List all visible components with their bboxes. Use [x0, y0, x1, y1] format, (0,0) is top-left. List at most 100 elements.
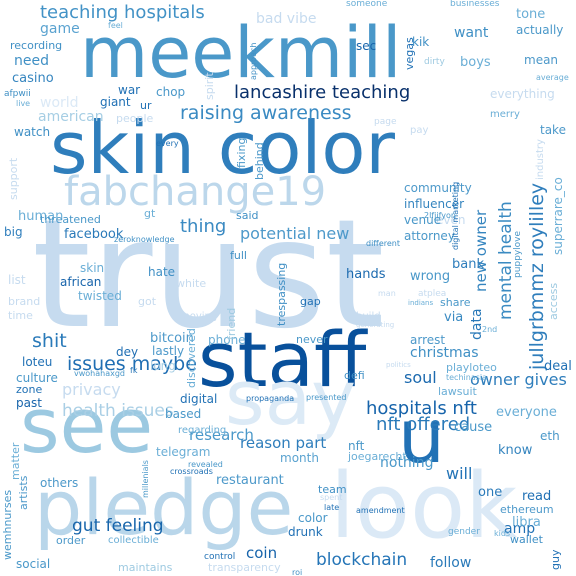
cloud-word: millenials	[141, 460, 150, 498]
cloud-word: arrest	[410, 333, 446, 347]
cloud-word: soul	[404, 368, 437, 387]
cloud-word: spirit	[203, 72, 216, 100]
cloud-word: late	[324, 503, 340, 512]
cloud-word: need	[14, 53, 49, 69]
cloud-word: ethereum	[500, 503, 554, 516]
cloud-word: teaching hospitals	[40, 2, 205, 23]
cloud-word: want	[454, 25, 489, 41]
cloud-word: nothing	[380, 455, 434, 471]
cloud-word: threatened	[40, 213, 101, 226]
cloud-word: game	[40, 21, 80, 37]
cloud-word: look	[330, 454, 518, 559]
cloud-word: 2lfjifyon	[424, 211, 456, 220]
cloud-word: dey	[116, 345, 139, 359]
cloud-word: wrong	[410, 269, 451, 284]
cloud-word: playloteo	[446, 361, 497, 374]
cloud-word: amendment	[356, 506, 405, 515]
cloud-word: crossroads	[170, 467, 213, 476]
cloud-word: share	[440, 296, 471, 309]
cloud-word: gap	[300, 295, 321, 308]
cloud-word: brand	[8, 295, 41, 308]
cloud-word: order	[56, 534, 86, 547]
cloud-word: say	[225, 353, 357, 442]
cloud-word: twisted	[78, 289, 122, 303]
cloud-word: sec	[356, 39, 377, 53]
cloud-word: long	[150, 359, 176, 373]
cloud-word: presented	[306, 393, 347, 402]
cloud-word: collectible	[108, 535, 159, 546]
cloud-word: venue	[404, 213, 442, 227]
cloud-word: defi	[344, 369, 365, 382]
cloud-word: even	[436, 213, 466, 227]
cloud-word: others	[40, 476, 79, 490]
cloud-word: pledge	[34, 463, 294, 552]
cloud-word: human	[18, 209, 64, 224]
cloud-word: american	[38, 109, 104, 125]
cloud-word: pay	[410, 125, 429, 136]
cloud-word: techinasia	[446, 373, 488, 382]
cloud-word: month	[280, 451, 319, 465]
cloud-word: see	[20, 381, 154, 470]
cloud-word: lastly	[152, 344, 185, 358]
cloud-word: fabchange19	[64, 169, 327, 215]
cloud-word: casino	[12, 71, 54, 86]
cloud-word: superrare_co	[551, 177, 565, 255]
cloud-word: matter	[9, 442, 22, 480]
cloud-word: loteu	[22, 355, 53, 369]
cloud-word: war	[118, 83, 141, 97]
cloud-word: wallet	[510, 533, 543, 546]
cloud-word: wemhnurses	[1, 489, 14, 560]
cloud-word: mean	[524, 53, 559, 67]
cloud-word: past	[16, 396, 42, 410]
cloud-word: got	[138, 295, 157, 308]
cloud-word: skin color	[50, 106, 396, 190]
cloud-word: potential new	[240, 224, 350, 243]
cloud-word: generating	[356, 321, 395, 329]
cloud-word: influencer	[404, 197, 465, 211]
cloud-word: deal	[544, 359, 572, 374]
cloud-word: raising awareness	[180, 102, 352, 124]
cloud-word: u	[398, 394, 445, 480]
cloud-word: shit	[32, 330, 67, 352]
cloud-word: control	[204, 552, 236, 562]
cloud-word: digital	[180, 392, 218, 406]
cloud-word: african	[60, 275, 102, 289]
cloud-word: propaganda	[246, 394, 295, 403]
cloud-word: afpwii	[4, 89, 31, 99]
cloud-word: vegas	[403, 37, 416, 70]
cloud-word: reason part	[240, 434, 327, 452]
cloud-word: world	[40, 95, 79, 111]
cloud-word: average	[536, 73, 569, 82]
cloud-word: staff	[198, 315, 367, 404]
cloud-word: vwohahaxgd	[74, 369, 126, 378]
cloud-word: coin	[246, 544, 278, 562]
cloud-word: recording	[10, 39, 63, 52]
cloud-word: based	[165, 407, 202, 421]
cloud-word: watch	[14, 125, 51, 139]
cloud-word: dirty	[424, 57, 445, 67]
cloud-word: approach	[249, 42, 258, 80]
cloud-word: live	[16, 99, 31, 108]
cloud-word: feel	[108, 21, 123, 30]
cloud-word: zone	[16, 383, 43, 396]
cloud-word: never	[296, 333, 328, 346]
cloud-word: skin	[80, 261, 105, 275]
cloud-word: different	[366, 239, 400, 248]
cloud-word: trespassing	[275, 262, 288, 326]
cloud-word: politics	[386, 361, 411, 369]
cloud-word: hate	[148, 265, 176, 279]
cloud-word: new owner	[472, 209, 490, 292]
cloud-word: everything	[490, 87, 555, 101]
cloud-word: ur	[140, 99, 152, 112]
cloud-word: cause	[454, 420, 493, 435]
cloud-word: kids	[494, 529, 511, 538]
cloud-word: gender	[448, 527, 480, 537]
cloud-word: nft offered	[376, 414, 471, 435]
cloud-word: gut feeling	[72, 516, 164, 536]
cloud-word: giant	[100, 95, 131, 109]
cloud-word: team	[318, 483, 347, 496]
cloud-word: atplea	[418, 289, 447, 299]
cloud-word: joegarecht	[348, 450, 407, 463]
cloud-word: merry	[490, 109, 520, 120]
